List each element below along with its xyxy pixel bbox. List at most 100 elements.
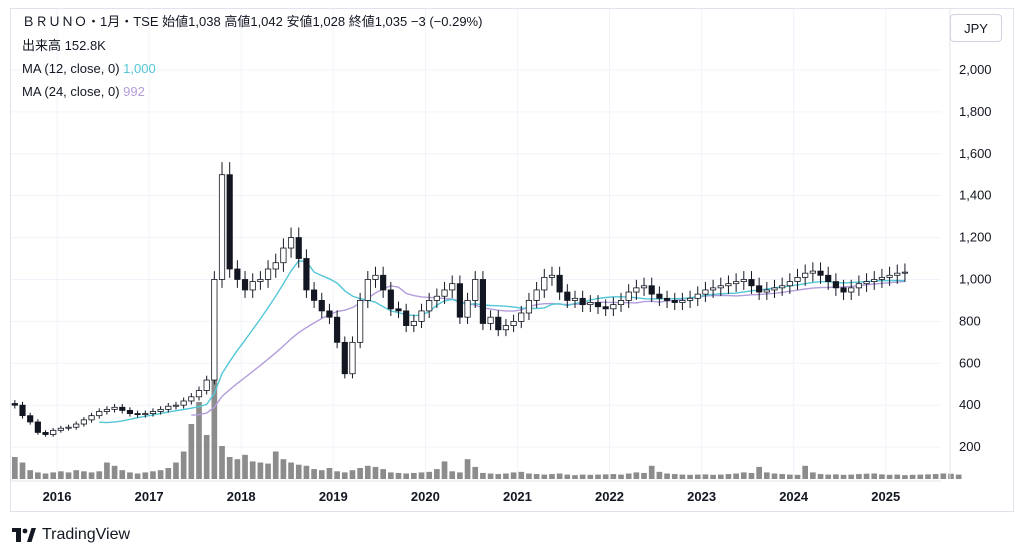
volume-bar: [495, 474, 502, 479]
time-axis[interactable]: 2016 2017 2018 2019 2020 2021 2022 2023 2024 2025: [11, 480, 941, 504]
candle: [541, 268, 548, 298]
grid: [11, 9, 941, 479]
candle-body: [326, 310, 333, 318]
candle-body: [779, 285, 786, 289]
y-tick-label: 1,600: [959, 146, 992, 161]
y-tick-label: 400: [959, 397, 981, 412]
chart-area[interactable]: 200 400 600 800 1,000 1,200 1,400 1,600 1,800 2,0…: [10, 8, 1014, 512]
candle: [287, 227, 295, 258]
candle: [34, 419, 41, 435]
volume-bar: [88, 472, 95, 479]
close-label: 終値: [348, 14, 375, 29]
x-tick-label: 2021: [503, 489, 532, 504]
volume-bar: [856, 474, 862, 479]
volume-bar: [58, 471, 64, 479]
volume-bar: [134, 473, 141, 479]
volume-bar: [395, 472, 402, 479]
candle: [602, 299, 609, 317]
candle-body: [472, 279, 479, 301]
ma12-line: [99, 260, 905, 424]
candle-body: [533, 289, 540, 301]
volume-bar: [725, 474, 732, 479]
candle-body: [763, 289, 770, 293]
y-tick-label: 1,200: [959, 230, 992, 245]
volume-bar: [242, 454, 248, 479]
candle-body: [334, 316, 341, 343]
volume-bar: [142, 472, 149, 479]
volume-bar: [648, 465, 655, 479]
candle: [671, 292, 678, 310]
candle-body: [756, 285, 763, 293]
candle: [832, 273, 839, 296]
candle-body: [663, 297, 671, 301]
volume-bar: [610, 474, 617, 479]
candle-body: [119, 406, 126, 411]
volume-bar: [771, 473, 778, 479]
candle-body: [126, 410, 134, 414]
candle: [756, 277, 763, 300]
candle: [280, 238, 287, 272]
candle-body: [901, 271, 909, 274]
candle-body: [702, 289, 709, 295]
candle: [326, 303, 333, 325]
candle: [663, 290, 671, 308]
volume-bar: [426, 471, 433, 479]
candle: [249, 273, 256, 298]
currency-button[interactable]: JPY: [950, 14, 1002, 42]
candle-body: [134, 413, 141, 416]
price-axis[interactable]: 200 400 600 800 1,000 1,200 1,400 1,600 1,800 2,0…: [949, 9, 992, 479]
candle: [740, 271, 747, 290]
volume-bar: [679, 474, 686, 479]
candle: [80, 417, 87, 427]
y-tick-label: 800: [959, 313, 981, 328]
price-chart[interactable]: 200 400 600 800 1,000 1,200 1,400 1,600 1,800 2,0…: [11, 9, 1015, 513]
x-tick-label: 2022: [595, 489, 624, 504]
volume-bar: [211, 369, 218, 479]
ma12-legend[interactable]: MA (12, close, 0) 1,000: [22, 61, 156, 77]
volume-legend[interactable]: 出来高 152.8K: [22, 38, 106, 54]
candle-body: [710, 287, 717, 291]
candle-body: [748, 279, 755, 287]
candle: [786, 273, 793, 294]
candle-body: [686, 297, 694, 301]
candle-body: [311, 289, 318, 301]
tradingview-logo[interactable]: TradingView: [12, 526, 130, 544]
volume-bar: [909, 474, 916, 479]
volume-bar: [349, 470, 356, 479]
volume-bar: [848, 474, 855, 479]
volume-bar: [579, 474, 586, 479]
candle: [172, 401, 180, 410]
candle-body: [180, 400, 187, 406]
y-tick-label: 1,000: [959, 271, 992, 286]
candle: [42, 430, 49, 437]
candle-body: [640, 285, 648, 289]
candle: [809, 262, 816, 282]
candle: [794, 268, 801, 290]
volume-bar: [19, 462, 26, 479]
candle: [633, 279, 640, 300]
volume-bar: [518, 471, 525, 479]
candle: [456, 275, 463, 325]
volume-label: 出来高: [22, 38, 62, 53]
volume-bar: [288, 462, 294, 479]
candle-body: [809, 270, 816, 274]
ma24-value: 992: [123, 84, 145, 99]
ma24-legend[interactable]: MA (24, close, 0) 992: [22, 84, 145, 100]
volume-bar: [449, 471, 456, 479]
candle: [27, 412, 34, 425]
ma12-label: MA (12, close, 0): [22, 61, 120, 76]
candle-body: [380, 274, 387, 291]
volume-bar: [341, 472, 348, 479]
volume-bar: [817, 474, 824, 479]
candle-body: [57, 427, 64, 431]
candle-body: [372, 274, 379, 280]
candle-body: [671, 300, 678, 303]
candle: [725, 275, 732, 294]
y-tick-label: 1,800: [959, 104, 992, 119]
candle-body: [103, 408, 111, 412]
candle: [694, 286, 701, 306]
close-value: 1,035: [374, 14, 408, 29]
candle-body: [648, 285, 655, 295]
candle-body: [579, 297, 586, 306]
volume-bar: [886, 474, 893, 479]
